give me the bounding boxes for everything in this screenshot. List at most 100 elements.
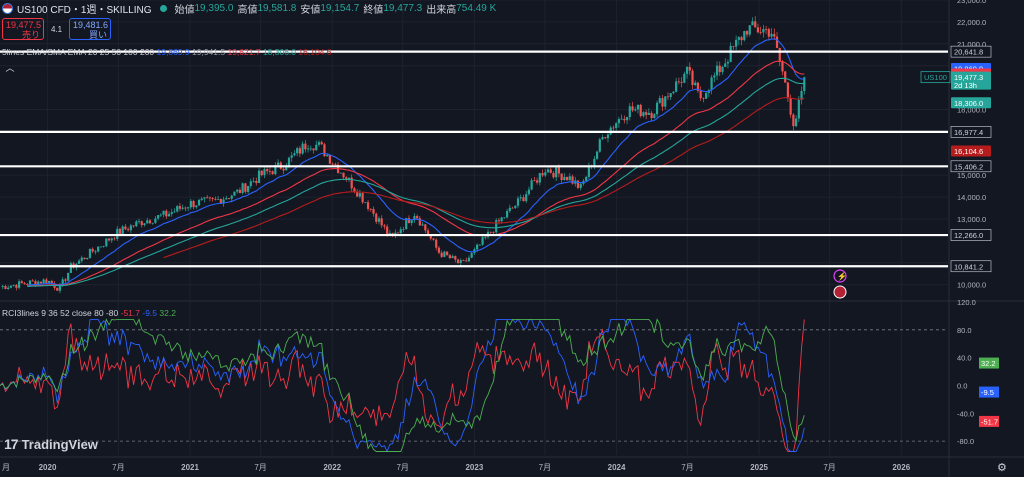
candle-body	[282, 168, 285, 171]
price-badge-label: 18,306.0	[954, 99, 983, 108]
candle-body	[176, 206, 179, 212]
y-tick-label: 14,000.0	[957, 193, 986, 202]
candle-body	[187, 207, 190, 209]
chart-header: US100 CFD・1週・SKILLING 始値 19,395.0 高値 19,58…	[0, 0, 500, 16]
candle-body	[345, 177, 348, 180]
candle-body	[405, 218, 408, 230]
symbol-title[interactable]: US100 CFD・1週・SKILLING	[17, 4, 152, 16]
rci-badge-label: -9.5	[981, 388, 994, 397]
candle-body	[388, 232, 391, 235]
buy-button[interactable]: 19,481.6 買い	[69, 18, 111, 40]
candle-body	[568, 176, 571, 181]
ma-line	[27, 38, 805, 287]
rci-badge-box	[979, 415, 999, 427]
candle-body	[23, 283, 26, 285]
ma-value-2: 19,941.5	[192, 47, 226, 57]
candle-body	[263, 169, 266, 176]
candle-body	[323, 144, 326, 157]
candle-body	[356, 191, 359, 197]
sell-button[interactable]: 19,477.5 売り	[2, 18, 44, 40]
rci-badge-box	[979, 386, 999, 398]
rci-indicator-label: RCI3lines 9 36 52 close 80 -80	[2, 308, 119, 318]
candle-body	[137, 221, 141, 223]
candle-body	[195, 205, 198, 208]
candle-body	[189, 201, 192, 208]
candle-body	[424, 224, 427, 231]
candle-body	[416, 216, 419, 219]
candle-body	[729, 45, 732, 62]
candle-body	[127, 229, 130, 231]
candle-body	[557, 167, 561, 174]
candle-body	[555, 167, 558, 178]
candle-body	[107, 238, 111, 241]
candle-body	[369, 208, 372, 210]
candle-body	[364, 202, 367, 204]
candle-body	[710, 77, 713, 91]
candle-body	[560, 173, 563, 181]
rci-badge-label: -51.7	[981, 417, 998, 426]
candle-body	[669, 93, 672, 98]
candle-body	[407, 218, 411, 224]
candle-body	[260, 170, 263, 176]
candle-body	[328, 155, 331, 164]
candle-body	[500, 217, 503, 222]
candle-body	[563, 176, 566, 181]
candle-body	[159, 214, 162, 216]
level-label-box	[950, 260, 992, 273]
candle-body	[296, 148, 299, 154]
ma-indicator-legend[interactable]: 5lines EMA/SMA EMA 20 25 50 100 200 19,8…	[2, 47, 332, 57]
candle-body	[675, 81, 678, 92]
settings-gear-icon[interactable]: ⚙	[997, 462, 1007, 474]
candle-body	[372, 209, 375, 214]
candle-body	[320, 142, 323, 145]
candle-body	[37, 281, 40, 286]
candle-body	[377, 218, 381, 222]
open-value: 19,395.0	[194, 2, 234, 14]
candle-body	[315, 144, 318, 151]
candle-body	[383, 225, 386, 227]
candle-body	[552, 172, 555, 178]
candle-body	[225, 198, 228, 200]
candle-body	[688, 66, 691, 71]
candle-body	[484, 237, 487, 238]
candle-body	[726, 61, 730, 64]
candle-body	[178, 206, 182, 209]
tradingview-logo[interactable]: 17 TradingView	[4, 436, 98, 452]
high-value: 19,581.8	[257, 2, 297, 14]
candle-body	[426, 230, 430, 236]
price-badge-box	[951, 97, 991, 109]
buy-label: 買い	[88, 30, 107, 40]
candle-body	[715, 65, 719, 76]
y-tick-label: 10,000.0	[957, 281, 986, 290]
y-tick-label: 21,000.0	[957, 40, 986, 49]
candle-body	[181, 207, 184, 209]
candle-body	[342, 172, 345, 178]
candle-body	[39, 281, 42, 284]
candle-body	[446, 251, 449, 256]
candle-body	[451, 256, 454, 259]
candle-body	[705, 92, 708, 99]
candle-body	[470, 253, 473, 258]
candle-body	[4, 286, 7, 290]
candle-body	[15, 284, 18, 288]
market-open-icon	[159, 4, 167, 12]
candle-body	[756, 27, 760, 33]
collapse-legend-icon[interactable]: ︿	[5, 63, 15, 73]
candle-body	[437, 247, 441, 253]
candle-body	[58, 284, 62, 291]
candle-body	[751, 21, 754, 26]
candle-body	[285, 166, 288, 171]
rci-indicator-legend[interactable]: RCI3lines 9 36 52 close 80 -80 -51.7 -9.…	[2, 308, 176, 318]
x-tick-label: 2025	[750, 463, 768, 472]
candle-body	[672, 91, 675, 94]
candle-body	[429, 235, 432, 239]
candle-body	[366, 202, 370, 209]
candle-body	[759, 32, 762, 34]
candle-body	[214, 198, 217, 200]
rci-y-tick-label: 0.0	[957, 381, 967, 390]
candle-body	[192, 201, 195, 208]
candle-body	[12, 284, 15, 286]
rci-y-tick-label: 80.0	[957, 326, 972, 335]
candle-body	[713, 75, 716, 78]
